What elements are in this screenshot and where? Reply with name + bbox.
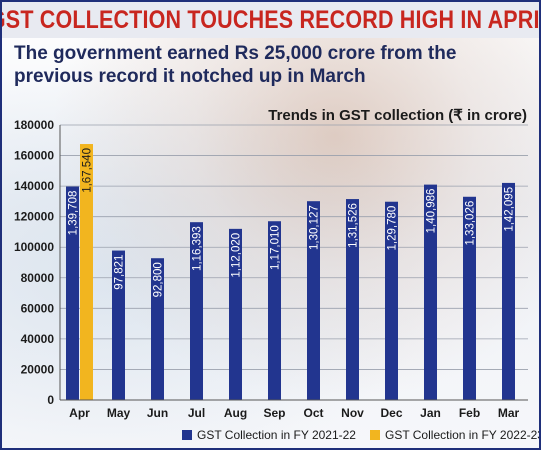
data-label-fy2122: 92,800 <box>153 262 165 297</box>
data-label-fy2122: 1,40,986 <box>426 189 438 234</box>
chart-title: Trends in GST collection (₹ in crore) <box>268 107 527 124</box>
x-tick-label: Jun <box>147 406 168 420</box>
x-tick-label: Jul <box>188 406 205 420</box>
x-tick-label: Feb <box>459 406 480 420</box>
x-tick-label: Oct <box>303 406 323 420</box>
data-label-fy2122: 1,33,026 <box>465 201 477 246</box>
y-tick-label: 40000 <box>21 332 55 346</box>
bar-fy2122 <box>385 201 398 400</box>
data-label-fy2122: 1,31,526 <box>348 203 360 248</box>
data-label-fy2122: 1,39,708 <box>68 191 80 236</box>
bar-fy2122 <box>229 228 242 400</box>
y-tick-label: 140000 <box>14 179 54 193</box>
bar-fy2122 <box>112 250 125 400</box>
page-title: GST COLLECTION TOUCHES RECORD HIGH IN AP… <box>0 5 541 34</box>
x-axis: Apr May Jun Jul Aug Sep Oct Nov Dec Jan Feb Mar <box>60 399 528 420</box>
bar-fy2223 <box>80 144 93 400</box>
data-label-fy2122: 1,17,010 <box>270 225 282 270</box>
bar-fy2122 <box>424 184 437 400</box>
y-tick-label: 60000 <box>21 301 55 315</box>
bar-fy2122 <box>190 222 203 400</box>
x-tick-label: Mar <box>498 406 520 420</box>
legend-swatch-fy2122 <box>182 430 192 440</box>
x-tick-label: Dec <box>380 406 402 420</box>
x-tick-label: Sep <box>263 406 285 420</box>
bar-fy2122 <box>502 182 515 400</box>
x-tick-label: Apr <box>69 406 90 420</box>
legend-item-fy2122: GST Collection in FY 2021-22 <box>182 428 356 442</box>
y-tick-label: 80000 <box>21 271 55 285</box>
bar-fy2122 <box>346 199 359 400</box>
y-tick-label: 100000 <box>14 240 54 254</box>
legend-swatch-fy2223 <box>369 430 380 440</box>
legend-label-fy2223: GST Collection in FY 2022-23 <box>384 428 541 442</box>
data-label-fy2122: 1,16,393 <box>192 226 204 271</box>
data-label-fy2122: 1,42,095 <box>504 187 516 232</box>
y-tick-label: 180000 <box>14 118 54 132</box>
legend-item-fy2223: GST Collection in FY 2022-23 <box>369 428 541 442</box>
data-label-fy2122: 1,12,020 <box>231 233 243 278</box>
data-label-fy2122: 1,30,127 <box>309 205 321 250</box>
bar-fy2122 <box>151 258 164 400</box>
y-tick-label: 20000 <box>21 362 55 376</box>
grid-lines <box>60 124 528 401</box>
y-tick-label: 120000 <box>14 210 54 224</box>
bar-fy2122 <box>307 201 320 400</box>
data-label-fy2223: 1,67,540 <box>82 148 94 193</box>
legend-label-fy2122: GST Collection in FY 2021-22 <box>197 428 356 442</box>
bar-fy2122 <box>268 221 281 400</box>
title-banner: GST COLLECTION TOUCHES RECORD HIGH IN AP… <box>2 2 539 38</box>
y-tick-label: 0 <box>47 393 54 407</box>
x-tick-label: Aug <box>224 406 247 420</box>
y-tick-label: 160000 <box>14 149 54 163</box>
bar-fy2122 <box>463 196 476 400</box>
legend: GST Collection in FY 2021-22 GST Collect… <box>182 428 541 442</box>
y-axis: 0 20000 40000 60000 80000 100000 120000 140000 1… <box>14 118 61 407</box>
subtitle: The government earned Rs 25,000 crore fr… <box>14 43 457 87</box>
data-label-fy2122: 1,29,780 <box>387 206 399 251</box>
data-label-fy2122: 97,821 <box>114 255 126 290</box>
x-tick-label: May <box>107 406 131 420</box>
bar-fy2122 <box>66 186 79 400</box>
x-tick-label: Jan <box>420 406 441 420</box>
x-tick-label: Nov <box>341 406 364 420</box>
